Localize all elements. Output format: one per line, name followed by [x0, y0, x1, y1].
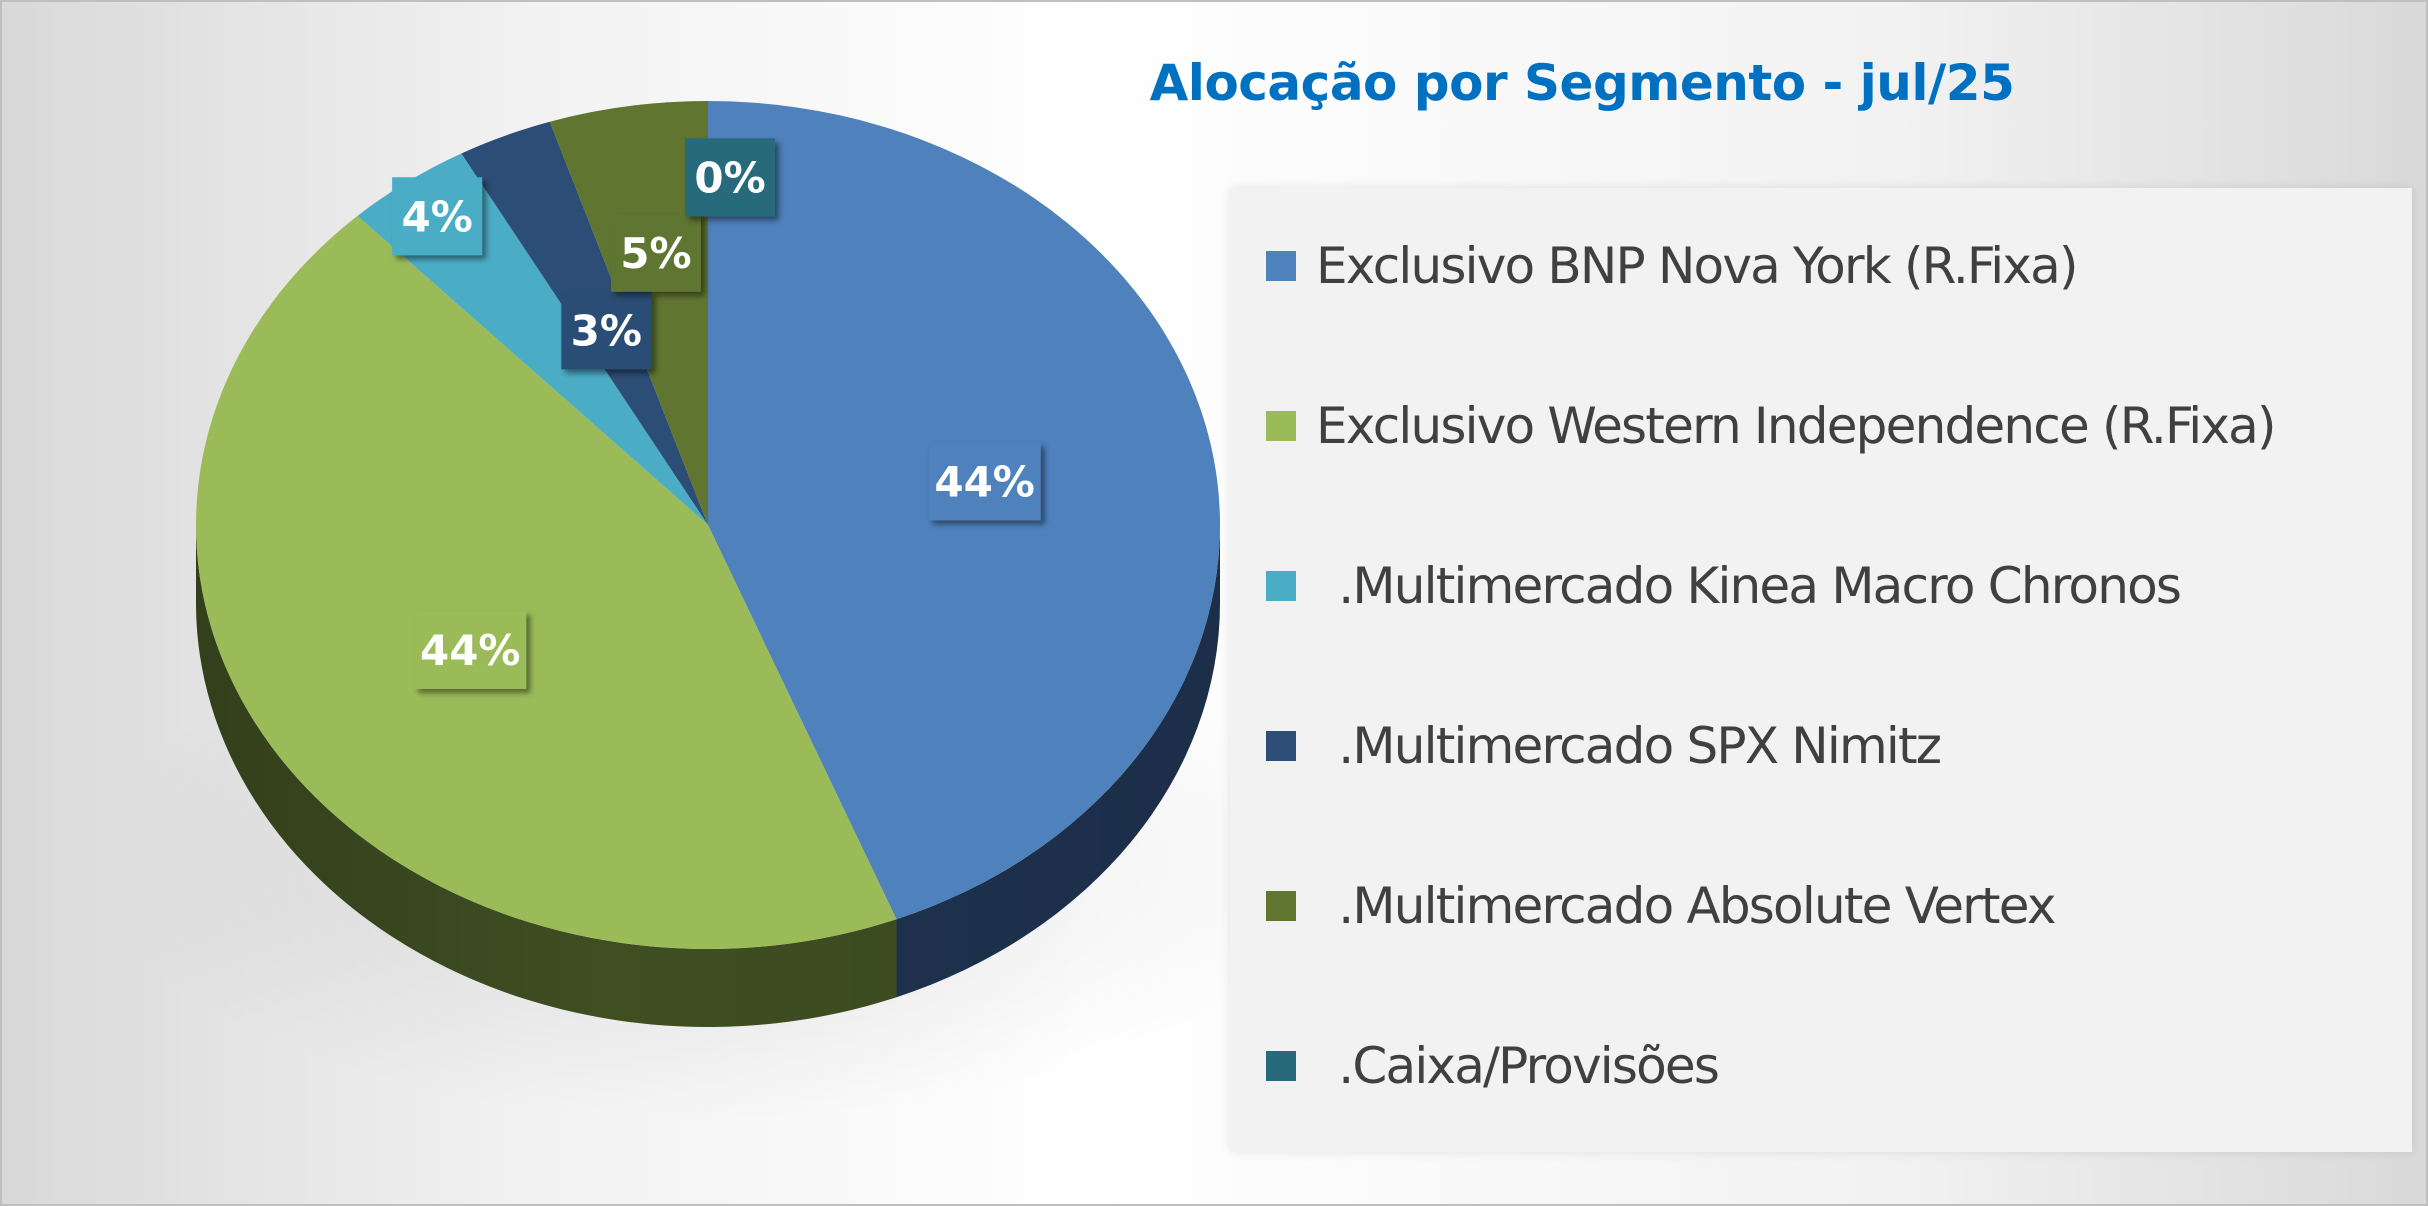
legend-item-exclusivo-bnp-nova-york-r-fixa: Exclusivo BNP Nova York (R.Fixa) — [1266, 226, 2078, 306]
chart-title: Alocação por Segmento - jul/25 — [1149, 54, 2015, 112]
legend-item-multimercado-absolute-vertex: .Multimercado Absolute Vertex — [1266, 866, 2056, 946]
data-label-box — [928, 442, 1041, 521]
legend-item-multimercado-spx-nimitz: .Multimercado SPX Nimitz — [1266, 706, 1942, 786]
data-label-box — [414, 610, 527, 689]
data-label-multimercado-kinea-macro-chronos: 4% — [392, 177, 483, 256]
data-label-box — [561, 291, 652, 370]
pie-side-shading — [196, 525, 1220, 1027]
legend-item-exclusivo-western-independence-r-fixa: Exclusivo Western Independence (R.Fixa) — [1266, 386, 2277, 466]
data-label-value: 4% — [401, 192, 472, 241]
data-label-value: 44% — [934, 457, 1035, 506]
legend-label: .Multimercado Kinea Macro Chronos — [1316, 557, 2182, 615]
legend-label: .Multimercado SPX Nimitz — [1316, 717, 1942, 775]
data-label-value: 3% — [571, 307, 642, 356]
pie-data-labels: 44% 44% 4% 3% 5%0% — [392, 138, 1041, 689]
pie-sides — [196, 525, 1220, 1027]
data-label-box — [685, 138, 775, 217]
legend-label: .Multimercado Absolute Vertex — [1316, 877, 2056, 935]
data-label-multimercado-spx-nimitz: 3% — [561, 291, 652, 370]
data-label-value: 5% — [620, 229, 691, 278]
legend-swatch — [1266, 411, 1296, 441]
legend: Exclusivo BNP Nova York (R.Fixa) Exclusiv… — [1230, 188, 2412, 1152]
legend-swatch — [1266, 731, 1296, 761]
data-label-exclusivo-western-independence-r-fixa: 44% — [414, 610, 527, 689]
data-label-exclusivo-bnp-nova-york-r-fixa: 44% — [928, 442, 1041, 521]
data-label-value: 0% — [694, 153, 765, 202]
legend-label: Exclusivo BNP Nova York (R.Fixa) — [1316, 237, 2078, 295]
pie-top — [195, 101, 1221, 950]
data-label-multimercado-absolute-vertex: 5% — [610, 213, 701, 292]
pie-slice-exclusivo-western-independence-r-fixa — [195, 215, 897, 950]
data-label-value: 44% — [420, 626, 521, 675]
legend-swatch — [1266, 1051, 1296, 1081]
legend-label: .Caixa/Provisões — [1316, 1037, 1720, 1095]
legend-item-multimercado-kinea-macro-chronos: .Multimercado Kinea Macro Chronos — [1266, 546, 2182, 626]
legend-item-caixa-provis-es: .Caixa/Provisões — [1266, 1026, 1720, 1106]
data-label-box — [610, 213, 701, 292]
data-label-box — [392, 177, 483, 256]
legend-swatch — [1266, 891, 1296, 921]
legend-swatch — [1266, 571, 1296, 601]
legend-swatch — [1266, 251, 1296, 281]
data-label-caixa-provis-es: 0% — [685, 138, 775, 217]
legend-label: Exclusivo Western Independence (R.Fixa) — [1316, 397, 2277, 455]
